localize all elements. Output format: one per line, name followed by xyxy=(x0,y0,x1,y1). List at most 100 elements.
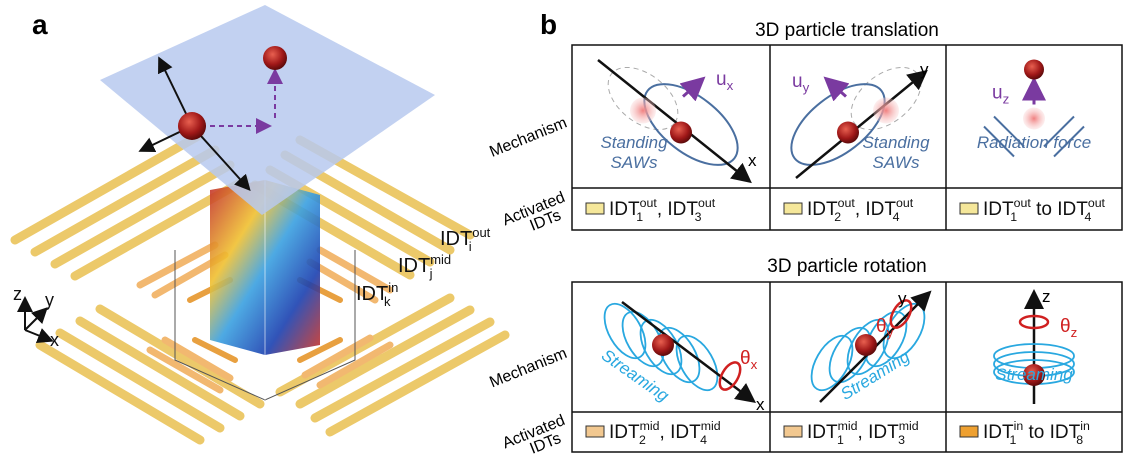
subscript: 2 xyxy=(834,210,841,224)
rich-text: θx​ xyxy=(740,348,758,372)
panel-label: a xyxy=(32,9,48,40)
text-main: IDT xyxy=(670,422,701,443)
subscript: y xyxy=(803,80,810,95)
section-title: 3D particle translation xyxy=(755,20,939,41)
idt-swatch xyxy=(960,426,978,437)
particle xyxy=(652,334,674,356)
axis-label: x xyxy=(748,151,757,170)
text-main: to xyxy=(1031,199,1057,220)
cell: Radiation force uz​ IDTout1​ to IDTout4​ xyxy=(960,60,1106,225)
axis-label: x xyxy=(756,395,765,414)
text-main: IDT xyxy=(398,255,430,277)
superscript: mid xyxy=(701,419,721,433)
row-label: Mechanism xyxy=(487,345,569,391)
row-label: Mechanism xyxy=(487,114,569,160)
text-main: , xyxy=(858,422,869,443)
subscript: 1 xyxy=(636,210,643,224)
subscript: 4 xyxy=(893,210,900,224)
superscript: mid xyxy=(899,419,919,433)
superscript: out xyxy=(838,196,856,210)
superscript: out xyxy=(1088,196,1106,210)
cell: StandingSAWsuy​yIDTout2​, IDTout4​ xyxy=(777,55,932,224)
caption: Standing xyxy=(600,133,668,152)
text-main: , xyxy=(660,422,671,443)
section-title: 3D particle rotation xyxy=(767,256,926,277)
text-main: u xyxy=(716,69,727,90)
ghost-particle xyxy=(1023,108,1045,130)
idt-swatch xyxy=(784,426,802,437)
section: 3D particle rotationMechanismActivatedID… xyxy=(487,256,1122,454)
superscript: out xyxy=(1014,196,1032,210)
subscript: j xyxy=(429,266,433,281)
rich-text: uz​ xyxy=(992,83,1009,107)
axis-label: x xyxy=(50,330,59,350)
streaming-loop xyxy=(668,329,726,397)
text-main: , xyxy=(657,199,668,220)
rich-text: θz​ xyxy=(1060,316,1077,340)
text-main: IDT xyxy=(609,422,640,443)
panel-label: b xyxy=(540,9,557,40)
axis-label: z xyxy=(13,284,22,304)
idt-swatch xyxy=(586,426,604,437)
idt-swatch xyxy=(586,203,604,214)
text-main: to xyxy=(1023,422,1049,443)
text-main: u xyxy=(992,83,1003,104)
cell: StandingSAWsux​xIDTout1​, IDTout3​ xyxy=(586,55,757,224)
subscript: 2 xyxy=(639,433,646,447)
text-main: θ xyxy=(740,348,751,369)
subscript: 4 xyxy=(700,433,707,447)
cell: Streamingθz​zIDTin1​ to IDTin8​ xyxy=(960,287,1090,447)
axis-label: y xyxy=(45,290,54,310)
caption: Radiation force xyxy=(977,133,1091,152)
text-main: IDT xyxy=(868,422,899,443)
subscript: 8 xyxy=(1076,433,1083,447)
subscript: y xyxy=(887,325,894,340)
figure: a z y x IDTouti​IDTmidj​IDTink​ b 3D par… xyxy=(0,0,1124,454)
text-main: , xyxy=(855,199,866,220)
subscript: i xyxy=(469,239,472,254)
subscript: z xyxy=(1071,325,1078,340)
superscript: mid xyxy=(430,252,451,267)
superscript: in xyxy=(1080,419,1090,433)
axis-label: z xyxy=(1042,287,1051,306)
superscript: out xyxy=(472,225,490,240)
subscript: 3 xyxy=(898,433,905,447)
superscript: out xyxy=(640,196,658,210)
axis-label: y xyxy=(920,60,929,79)
text-main: IDT xyxy=(440,228,472,250)
subscript: x xyxy=(751,357,758,372)
superscript: out xyxy=(896,196,914,210)
text-main: θ xyxy=(876,316,887,337)
particle xyxy=(670,122,692,144)
rich-text: ux​ xyxy=(716,69,734,93)
particle xyxy=(837,122,859,144)
subscript: x xyxy=(727,78,734,93)
subscript: 4 xyxy=(1084,210,1091,224)
subscript: z xyxy=(1003,92,1010,107)
rich-text: uy​ xyxy=(792,71,810,95)
subscript: 1 xyxy=(1010,433,1017,447)
caption: SAWs xyxy=(873,153,920,172)
particle xyxy=(855,334,877,356)
particle xyxy=(1024,60,1044,80)
superscript: out xyxy=(698,196,716,210)
text-main: u xyxy=(792,71,803,92)
text-main: θ xyxy=(1060,316,1071,337)
caption: SAWs xyxy=(611,153,658,172)
caption: Standing xyxy=(862,133,930,152)
ghost-particle xyxy=(873,98,899,124)
text-main: IDT xyxy=(807,422,838,443)
superscript: mid xyxy=(640,419,660,433)
idt-swatch xyxy=(960,203,978,214)
axis-label: y xyxy=(898,289,907,308)
